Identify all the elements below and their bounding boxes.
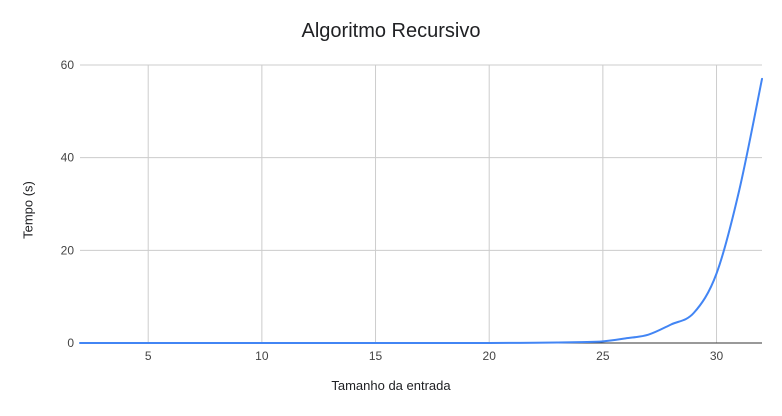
x-tick-label: 15	[369, 349, 383, 363]
y-tick-label: 60	[61, 58, 75, 72]
x-tick-label: 5	[145, 349, 152, 363]
x-tick-label: 30	[710, 349, 724, 363]
series-line	[79, 77, 763, 344]
y-tick-label: 40	[61, 151, 75, 165]
x-tick-label: 10	[255, 349, 269, 363]
x-tick-label: 25	[596, 349, 610, 363]
x-tick-label: 20	[483, 349, 497, 363]
chart-title: Algoritmo Recursivo	[301, 20, 481, 42]
y-tick-label: 0	[67, 336, 74, 350]
y-tick-label: 20	[61, 243, 75, 257]
x-axis-label: Tamanho da entrada	[331, 378, 451, 393]
